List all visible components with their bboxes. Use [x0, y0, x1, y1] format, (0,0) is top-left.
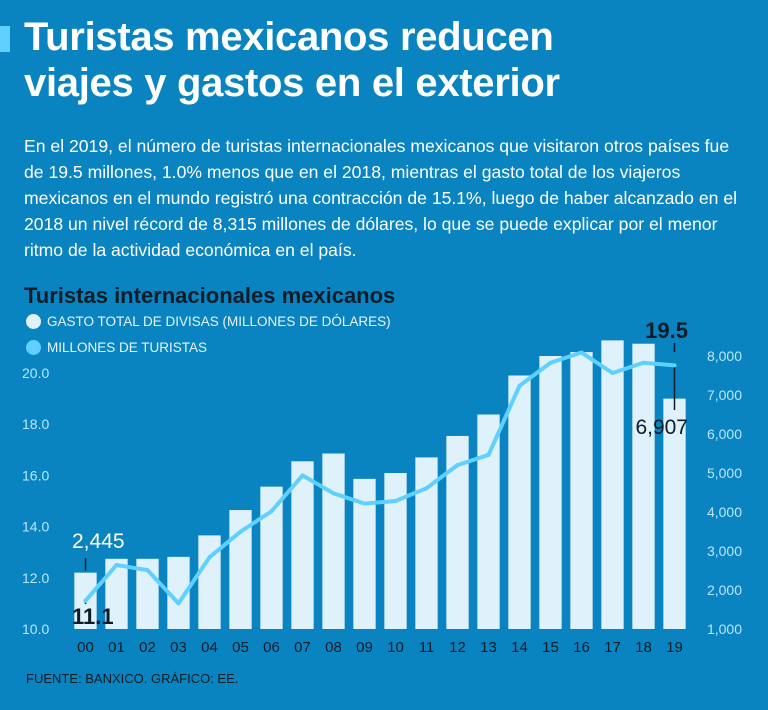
x-axis-tick-02: 02: [139, 639, 156, 656]
x-axis-tick-07: 07: [294, 639, 311, 656]
x-axis-tick-06: 06: [263, 639, 280, 656]
bar-gasto-04: [198, 535, 221, 629]
point-turistas-06: [269, 509, 274, 514]
point-turistas-07: [300, 473, 305, 478]
bar-gasto-17: [601, 340, 624, 629]
point-turistas-18: [641, 360, 646, 365]
x-axis-tick-03: 03: [170, 639, 187, 656]
headline: Turistas mexicanos reducen viajes y gast…: [24, 14, 754, 106]
legend-dot-gasto-icon: [26, 314, 41, 329]
point-turistas-03: [176, 601, 181, 606]
bar-gasto-06: [260, 486, 283, 629]
bar-gasto-14: [508, 375, 531, 629]
point-turistas-01: [114, 563, 119, 567]
point-turistas-02: [145, 568, 150, 573]
annotation-last-bar: 6,907: [635, 416, 688, 439]
right-axis-tick: 5,000: [707, 465, 742, 481]
x-axis-tick-04: 04: [201, 639, 218, 656]
bar-gasto-10: [384, 473, 407, 629]
x-axis-tick-11: 11: [419, 639, 435, 656]
point-turistas-14: [517, 383, 522, 388]
bar-gasto-09: [353, 478, 376, 629]
left-axis-tick: 14.0: [22, 519, 49, 535]
annotation-first-tourists: 11.1: [72, 604, 114, 629]
right-axis-tick: 3,000: [707, 543, 742, 559]
headline-line-2: viajes y gastos en el exterior: [24, 61, 560, 105]
x-axis-tick-14: 14: [511, 639, 528, 656]
chart-title: Turistas internacionales mexicanos: [24, 283, 396, 308]
point-turistas-00: [83, 598, 88, 603]
point-turistas-10: [393, 499, 398, 503]
legend-item-gasto: GASTO TOTAL DE DIVISAS (MILLONES DE DÓLA…: [26, 314, 391, 329]
bar-gasto-05: [229, 510, 252, 629]
x-axis-tick-05: 05: [232, 639, 249, 656]
bar-gasto-15: [539, 356, 562, 629]
point-turistas-05: [238, 529, 243, 534]
left-axis-tick: 20.0: [22, 365, 49, 381]
point-turistas-12: [455, 463, 460, 468]
x-axis-tick-01: 01: [108, 639, 125, 656]
line-turistas: [83, 350, 677, 606]
bar-gasto-19: [663, 398, 686, 629]
left-axis-tick: 16.0: [22, 467, 49, 483]
x-axis-tick-18: 18: [635, 639, 652, 656]
legend-label-gasto: GASTO TOTAL DE DIVISAS (MILLONES DE DÓLA…: [47, 314, 391, 329]
x-axis-tick-08: 08: [325, 639, 342, 656]
bar-gasto-01: [105, 558, 128, 629]
bar-gasto-12: [446, 435, 469, 629]
legend-label-turistas: MILLONES DE TURISTAS: [47, 340, 208, 355]
right-axis-tick: 1,000: [707, 621, 742, 637]
right-axis-tick: 4,000: [707, 504, 742, 520]
intro-paragraph: En el 2019, el número de turistas intern…: [24, 136, 738, 260]
left-axis-tick: 10.0: [22, 621, 49, 637]
x-axis-tick-09: 09: [356, 639, 373, 656]
point-turistas-19: [672, 363, 677, 368]
title-accent-bar: [0, 26, 10, 52]
right-axis-tick: 2,000: [707, 582, 742, 598]
bar-gasto-13: [477, 414, 500, 629]
point-turistas-16: [579, 350, 584, 355]
bar-gasto-18: [632, 343, 655, 629]
x-axis-tick-12: 12: [449, 639, 466, 656]
x-axis-tick-19: 19: [666, 639, 683, 656]
x-axis-tick-10: 10: [387, 639, 404, 656]
annotation-first-bar: 2,445: [72, 530, 125, 553]
source-note: FUENTE: BANXICO. GRÁFICO: EE.: [26, 671, 239, 686]
bar-gasto-16: [570, 352, 593, 629]
point-turistas-15: [548, 360, 553, 365]
right-axis-tick: 6,000: [707, 426, 742, 442]
x-axis-tick-00: 00: [77, 639, 94, 656]
left-axis-tick: 12.0: [22, 570, 49, 586]
headline-line-1: Turistas mexicanos reducen: [24, 15, 554, 59]
point-turistas-13: [486, 452, 491, 457]
point-turistas-17: [610, 371, 615, 375]
point-turistas-04: [207, 555, 212, 560]
bar-gasto-03: [167, 556, 190, 629]
right-axis-tick: 7,000: [707, 387, 742, 403]
point-turistas-09: [362, 501, 367, 506]
bar-gasto-11: [415, 457, 438, 629]
x-axis-tick-17: 17: [604, 639, 621, 656]
bar-gasto-07: [291, 461, 314, 629]
left-axis-tick: 18.0: [22, 416, 49, 432]
x-axis-tick-15: 15: [542, 639, 559, 656]
annotation-last-tourists: 19.5: [645, 318, 688, 343]
x-axis-tick-13: 13: [480, 639, 497, 656]
legend-item-turistas: MILLONES DE TURISTAS: [26, 340, 207, 355]
x-axis-tick-16: 16: [573, 639, 590, 656]
right-axis-tick: 8,000: [707, 348, 742, 364]
point-turistas-11: [424, 486, 429, 491]
bar-gasto-08: [322, 453, 345, 629]
point-turistas-08: [331, 491, 336, 496]
legend-dot-turistas-icon: [26, 340, 41, 355]
